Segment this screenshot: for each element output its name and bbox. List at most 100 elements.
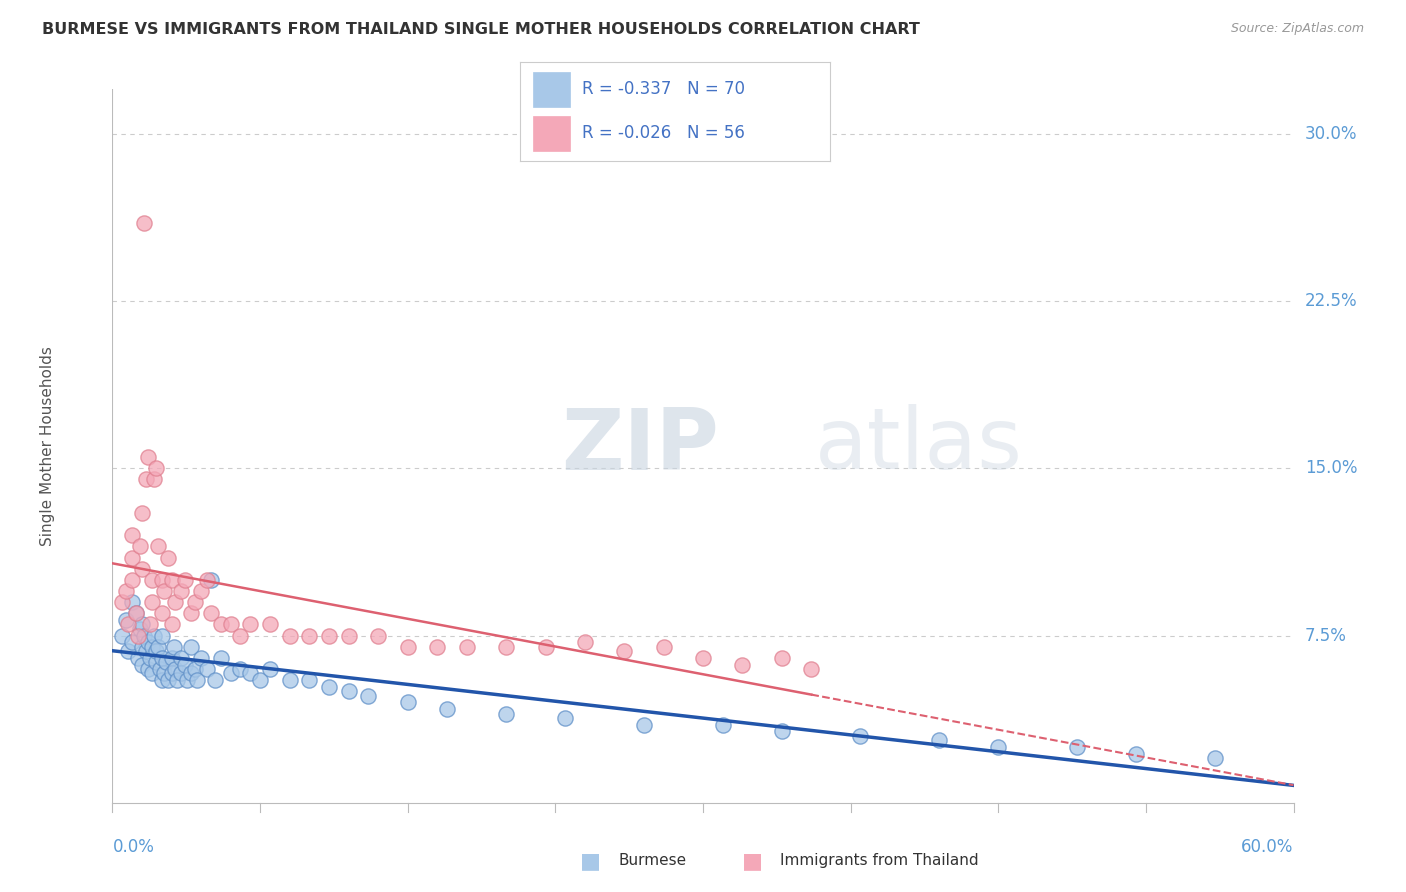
Point xyxy=(160,651,183,665)
Point xyxy=(141,595,163,609)
Point xyxy=(131,562,153,576)
Point xyxy=(318,628,340,642)
Point xyxy=(136,662,159,676)
Point xyxy=(141,666,163,681)
Point xyxy=(132,216,155,230)
Point xyxy=(219,617,242,632)
Point xyxy=(129,539,152,553)
Point xyxy=(396,640,419,654)
Text: atlas: atlas xyxy=(815,404,1024,488)
Point xyxy=(142,628,165,642)
Point xyxy=(849,729,872,743)
Point xyxy=(141,640,163,654)
Point xyxy=(711,717,734,731)
Point xyxy=(170,666,193,681)
Point xyxy=(117,617,139,632)
Bar xyxy=(533,72,569,107)
Text: 30.0%: 30.0% xyxy=(1305,125,1357,143)
Text: 15.0%: 15.0% xyxy=(1305,459,1357,477)
Point xyxy=(111,628,134,642)
Point xyxy=(121,635,143,649)
Point xyxy=(180,607,202,621)
Point xyxy=(127,628,149,642)
Point xyxy=(456,640,478,654)
Text: ZIP: ZIP xyxy=(561,404,718,488)
Point xyxy=(131,506,153,520)
Point xyxy=(152,666,174,681)
Point xyxy=(554,711,576,725)
Point xyxy=(146,539,169,553)
Point xyxy=(174,657,197,672)
Point xyxy=(132,628,155,642)
Point xyxy=(298,628,321,642)
Point xyxy=(141,573,163,587)
Point xyxy=(219,666,242,681)
Point xyxy=(731,657,754,672)
Point xyxy=(150,673,173,687)
Point xyxy=(176,673,198,687)
Point xyxy=(160,666,183,681)
Point xyxy=(357,689,380,703)
Point xyxy=(121,528,143,542)
Text: ■: ■ xyxy=(742,851,762,871)
Text: 7.5%: 7.5% xyxy=(1305,626,1347,645)
Point xyxy=(162,640,184,654)
Point xyxy=(249,673,271,687)
Point xyxy=(770,651,793,665)
Point xyxy=(174,573,197,587)
Point xyxy=(239,617,262,632)
Point xyxy=(136,450,159,465)
Text: R = -0.026   N = 56: R = -0.026 N = 56 xyxy=(582,124,745,142)
Bar xyxy=(533,117,569,151)
Point xyxy=(770,724,793,739)
Point xyxy=(139,617,162,632)
Point xyxy=(613,644,636,658)
Point xyxy=(131,617,153,632)
Text: Immigrants from Thailand: Immigrants from Thailand xyxy=(780,854,979,868)
Point xyxy=(155,655,177,669)
Point xyxy=(800,662,823,676)
Point xyxy=(209,651,232,665)
Point xyxy=(121,550,143,565)
Point xyxy=(574,635,596,649)
Point xyxy=(436,702,458,716)
Point xyxy=(495,706,517,721)
Text: BURMESE VS IMMIGRANTS FROM THAILAND SINGLE MOTHER HOUSEHOLDS CORRELATION CHART: BURMESE VS IMMIGRANTS FROM THAILAND SING… xyxy=(42,22,920,37)
Point xyxy=(150,651,173,665)
Text: Burmese: Burmese xyxy=(619,854,686,868)
Text: Source: ZipAtlas.com: Source: ZipAtlas.com xyxy=(1230,22,1364,36)
Point xyxy=(534,640,557,654)
Text: R = -0.337   N = 70: R = -0.337 N = 70 xyxy=(582,80,745,98)
Point xyxy=(150,628,173,642)
Point xyxy=(633,717,655,731)
Point xyxy=(125,607,148,621)
Point xyxy=(337,628,360,642)
Point xyxy=(135,644,157,658)
Point xyxy=(149,662,172,676)
Point xyxy=(318,680,340,694)
Point xyxy=(115,613,138,627)
Point xyxy=(160,573,183,587)
Point xyxy=(146,640,169,654)
Point xyxy=(166,673,188,687)
Point xyxy=(184,662,207,676)
Point xyxy=(278,628,301,642)
Point xyxy=(239,666,262,681)
Point xyxy=(195,662,218,676)
Point xyxy=(186,673,208,687)
Point xyxy=(259,617,281,632)
Point xyxy=(115,583,138,598)
Point xyxy=(152,583,174,598)
Point xyxy=(150,607,173,621)
Point xyxy=(229,628,252,642)
Point xyxy=(156,673,179,687)
Point xyxy=(129,622,152,636)
Point xyxy=(165,662,187,676)
Point xyxy=(987,740,1010,755)
Point xyxy=(278,673,301,687)
Point xyxy=(142,473,165,487)
Point xyxy=(136,635,159,649)
Point xyxy=(180,666,202,681)
Point xyxy=(121,573,143,587)
Text: 60.0%: 60.0% xyxy=(1241,838,1294,856)
